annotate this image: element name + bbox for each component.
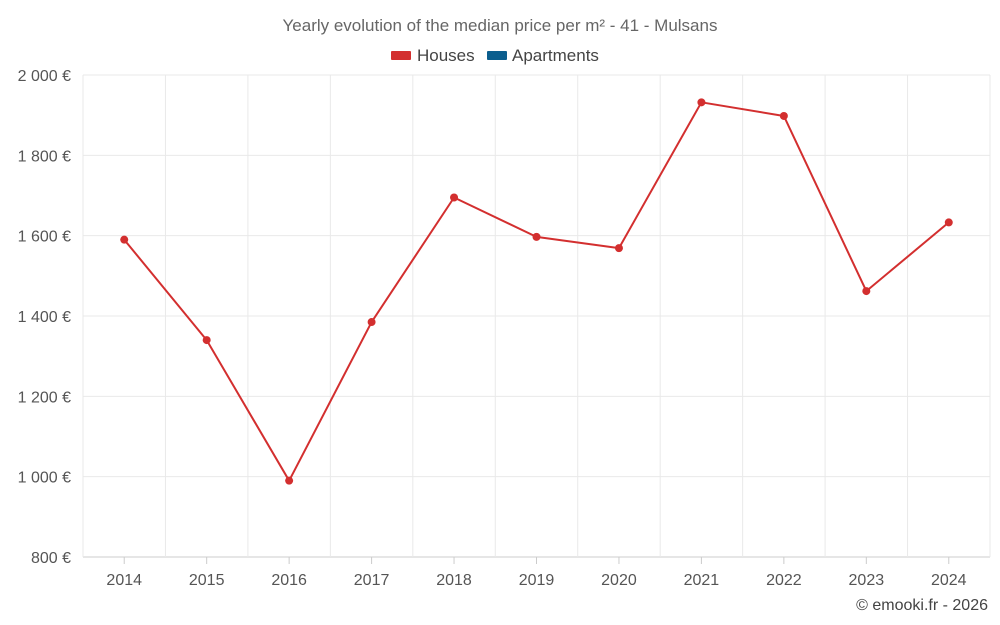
series-group (120, 98, 953, 485)
chart-title: Yearly evolution of the median price per… (283, 16, 718, 35)
data-point-houses[interactable] (120, 235, 129, 244)
data-point-houses[interactable] (944, 218, 953, 227)
legend-item-apartments[interactable]: Apartments (487, 46, 599, 65)
y-tick-label: 1 800 € (18, 148, 71, 165)
data-point-houses[interactable] (779, 111, 788, 120)
x-tick-label: 2020 (601, 572, 637, 589)
data-point-houses[interactable] (532, 232, 541, 241)
y-gridlines (83, 74, 990, 558)
data-point-houses[interactable] (697, 98, 706, 107)
x-tick-label: 2021 (684, 572, 720, 589)
x-tick-label: 2023 (849, 572, 885, 589)
data-point-houses[interactable] (202, 336, 211, 345)
x-gridlines (82, 75, 991, 557)
y-axis: 800 € 1 000 € 1 200 € 1 400 € 1 600 € 1 800 €… (18, 68, 71, 567)
x-tick-label: 2024 (931, 572, 967, 589)
x-tick-label: 2017 (354, 572, 390, 589)
data-point-houses[interactable] (862, 287, 871, 296)
y-tick-label: 1 000 € (18, 470, 71, 487)
y-tick-label: 1 600 € (18, 229, 71, 246)
x-axis: 2014 2015 2016 2017 2018 2019 2020 2021 2022 2023… (106, 557, 967, 589)
data-point-houses[interactable] (367, 318, 376, 327)
x-tick-label: 2016 (271, 572, 307, 589)
legend-item-houses[interactable]: Houses (391, 46, 475, 65)
legend: Houses Apartments (391, 46, 599, 65)
credit-text: © emooki.fr - 2026 (856, 597, 988, 614)
x-tick-label: 2014 (106, 572, 142, 589)
x-tick-label: 2022 (766, 572, 802, 589)
legend-swatch-apartments (487, 51, 507, 60)
x-tick-label: 2015 (189, 572, 225, 589)
y-tick-label: 800 € (31, 550, 71, 567)
y-tick-label: 2 000 € (18, 68, 71, 85)
legend-label-apartments: Apartments (512, 46, 599, 65)
y-tick-label: 1 200 € (18, 389, 71, 406)
legend-swatch-houses (391, 51, 411, 60)
y-tick-label: 1 400 € (18, 309, 71, 326)
data-point-houses[interactable] (614, 244, 623, 253)
legend-label-houses: Houses (417, 46, 475, 65)
data-point-houses[interactable] (285, 476, 294, 485)
data-point-houses[interactable] (450, 193, 459, 202)
x-tick-label: 2019 (519, 572, 555, 589)
x-tick-label: 2018 (436, 572, 472, 589)
